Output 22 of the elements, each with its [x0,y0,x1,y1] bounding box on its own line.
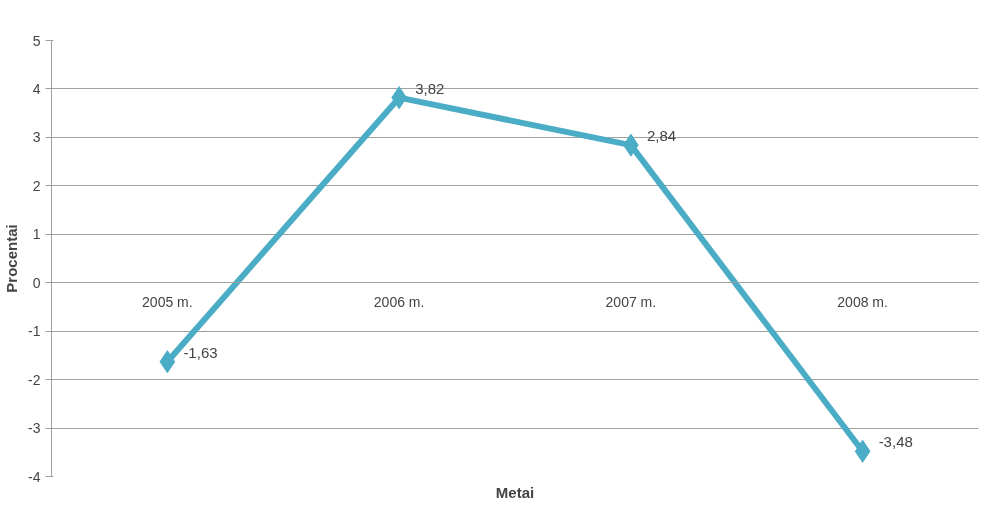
y-tick-label: -4 [28,468,41,485]
y-tick-label: -3 [28,420,41,437]
x-axis-title: Metai [495,483,535,501]
data-label: -3,48 [878,433,913,451]
x-tick-label: 2008 m. [837,293,888,310]
y-tick-label: -2 [28,371,41,388]
point [854,439,871,463]
y-tick-label: 2 [32,177,41,194]
x-tick-label: 2007 m. [605,293,657,310]
data-label: 3,82 [415,79,445,97]
data-label: -1,63 [183,343,218,361]
y-tick-label: -1 [28,323,41,340]
point [159,350,176,374]
data-label: 2,84 [646,127,677,145]
y-axis-title: Procentai [3,224,21,293]
x-tick-label: 2005 m. [142,293,193,310]
y-tick-label: 1 [32,226,41,243]
y-tick-label: 0 [32,274,41,291]
y-tick-label: 4 [32,80,41,97]
x-tick-label: 2006 m. [373,293,425,310]
y-tick-label: 3 [32,129,41,146]
y-tick-label: 5 [32,32,41,49]
